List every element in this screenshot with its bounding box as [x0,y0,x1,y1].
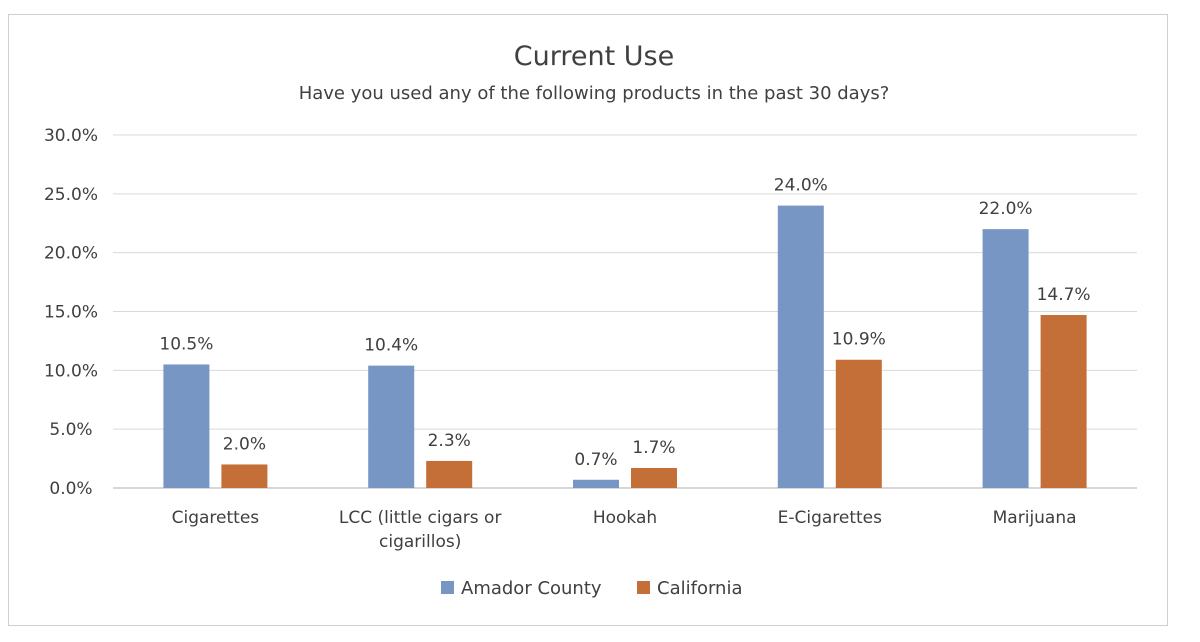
data-label: 0.7% [574,450,617,470]
bar-california [631,467,677,488]
x-axis-categories: Cigarettes LCC (little cigars or cigarillo… [172,508,1077,552]
legend-swatch [637,581,650,594]
x-category-label: Cigarettes [172,508,260,528]
legend-swatch [441,581,454,594]
chart-frame: Current Use Have you used any of the fol… [8,14,1168,626]
gridlines [113,134,1137,489]
y-tick-label: 15.0% [44,303,98,323]
y-tick-label: 30.0% [44,126,98,146]
data-label: 2.0% [223,434,266,454]
x-category-label: cigarillos) [379,532,461,552]
chart-subtitle: Have you used any of the following produ… [299,83,890,104]
y-tick-label: 10.0% [44,361,98,381]
data-label: 1.7% [632,438,675,458]
y-tick-label: 5.0% [49,420,92,440]
bar-amador-county [777,205,824,488]
legend: Amador County California [441,578,742,599]
legend-label: Amador County [461,578,602,599]
y-tick-label: 20.0% [44,244,98,264]
data-label: 10.9% [832,330,886,350]
bar-chart: Current Use Have you used any of the fol… [44,41,1137,599]
y-axis-ticks: 0.0% 5.0% 10.0% 15.0% 20.0% 25.0% 30.0% [44,126,98,499]
data-label: 2.3% [428,431,471,451]
x-category-label: Marijuana [993,508,1077,528]
bar-amador-county [573,479,619,488]
y-tick-label: 0.0% [49,479,92,499]
x-category-label: E-Cigarettes [778,508,883,528]
data-label: 14.7% [1037,285,1091,305]
bar-california [221,464,268,488]
data-label: 10.4% [364,336,418,356]
bar-amador-county [163,364,210,488]
data-label: 24.0% [774,176,828,196]
bar-california [1040,315,1087,488]
legend-label: California [657,578,742,599]
bars [163,205,1087,488]
data-label: 10.5% [159,334,213,354]
bar-california [426,460,473,488]
x-category-label: Hookah [593,508,657,528]
bar-california [835,359,882,488]
y-tick-label: 25.0% [44,185,98,205]
data-label: 22.0% [979,199,1033,219]
x-category-label: LCC (little cigars or [339,508,502,528]
data-labels: 10.5% 2.0% 10.4% 2.3% 0.7% 1.7% 24.0% 10.9% 22.0… [159,176,1090,470]
bar-amador-county [982,229,1029,488]
bar-amador-county [368,365,415,488]
chart-title: Current Use [514,41,674,72]
